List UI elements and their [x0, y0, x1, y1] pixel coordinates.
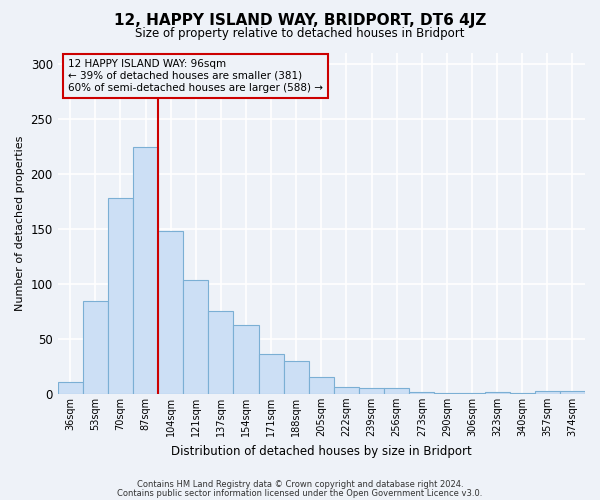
- Text: 12 HAPPY ISLAND WAY: 96sqm
← 39% of detached houses are smaller (381)
60% of sem: 12 HAPPY ISLAND WAY: 96sqm ← 39% of deta…: [68, 60, 323, 92]
- Bar: [509, 393, 535, 394]
- Bar: [208, 312, 233, 394]
- Bar: [359, 388, 384, 394]
- Bar: [58, 382, 83, 394]
- Bar: [434, 393, 460, 394]
- Bar: [83, 302, 108, 394]
- Bar: [158, 231, 183, 394]
- X-axis label: Distribution of detached houses by size in Bridport: Distribution of detached houses by size …: [171, 444, 472, 458]
- Bar: [133, 147, 158, 394]
- Bar: [535, 390, 560, 394]
- Bar: [309, 378, 334, 394]
- Y-axis label: Number of detached properties: Number of detached properties: [15, 136, 25, 311]
- Bar: [384, 388, 409, 394]
- Text: Contains HM Land Registry data © Crown copyright and database right 2024.: Contains HM Land Registry data © Crown c…: [137, 480, 463, 489]
- Text: 12, HAPPY ISLAND WAY, BRIDPORT, DT6 4JZ: 12, HAPPY ISLAND WAY, BRIDPORT, DT6 4JZ: [114, 12, 486, 28]
- Bar: [409, 392, 434, 394]
- Bar: [108, 198, 133, 394]
- Bar: [183, 280, 208, 394]
- Bar: [259, 354, 284, 394]
- Text: Size of property relative to detached houses in Bridport: Size of property relative to detached ho…: [135, 28, 465, 40]
- Bar: [560, 390, 585, 394]
- Bar: [460, 393, 485, 394]
- Bar: [233, 324, 259, 394]
- Bar: [485, 392, 509, 394]
- Bar: [284, 361, 309, 394]
- Text: Contains public sector information licensed under the Open Government Licence v3: Contains public sector information licen…: [118, 488, 482, 498]
- Bar: [334, 388, 359, 394]
